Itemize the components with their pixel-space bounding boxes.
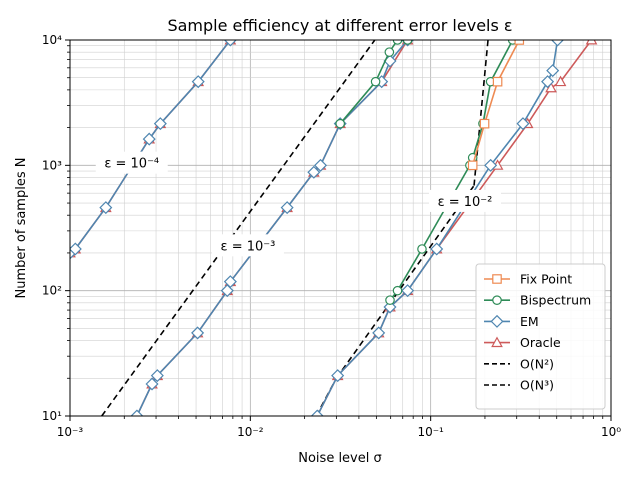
annotation-text: ε = 10⁻²: [438, 195, 493, 210]
data-point: [223, 275, 237, 289]
data-point: [331, 369, 345, 383]
data-point: [310, 409, 324, 416]
data-point: [514, 40, 525, 45]
y-tick-label: 10⁴: [42, 33, 62, 47]
y-axis-label: Number of samples N: [14, 158, 29, 299]
data-point: [550, 40, 565, 47]
legend-label: Bispectrum: [520, 293, 591, 308]
data-point: [223, 40, 237, 47]
y-tick-label: 10³: [42, 158, 62, 172]
series-line: [467, 40, 525, 171]
legend-entry: O(N³): [484, 378, 554, 393]
data-point: [585, 40, 598, 45]
annotation-text: ε = 10⁻⁴: [104, 157, 159, 172]
data-point: [541, 75, 555, 89]
data-point: [392, 40, 403, 45]
axes-frame: [69, 39, 612, 417]
data-point: [70, 242, 82, 256]
y-tick-label: 10²: [42, 284, 62, 298]
annotation-box: [211, 234, 284, 257]
data-point: [191, 75, 205, 89]
data-point: [402, 40, 413, 45]
data-point: [372, 326, 386, 340]
annotation: ε = 10⁻⁴: [95, 151, 168, 174]
data-point: [467, 160, 478, 171]
reference-line: [101, 40, 376, 416]
legend-marker: [492, 274, 502, 284]
legend-marker: [492, 295, 502, 305]
chart-title: Sample efficiency at different error lev…: [167, 16, 512, 35]
series-line: [335, 40, 413, 129]
data-point: [484, 158, 498, 172]
data-point: [430, 242, 444, 256]
annotation-box: [95, 151, 168, 174]
annotation: ε = 10⁻²: [428, 189, 501, 212]
data-point: [516, 117, 530, 131]
data-point: [383, 300, 397, 314]
data-point: [280, 201, 294, 215]
legend-label: O(N²): [520, 356, 554, 371]
data-point: [313, 158, 328, 172]
data-point: [554, 75, 567, 87]
legend-marker: [490, 314, 504, 328]
reference-line: [335, 185, 475, 379]
legend-entry: Fix Point: [484, 272, 572, 287]
legend-marker: [491, 336, 503, 348]
data-point: [370, 76, 381, 87]
legend-entry: EM: [484, 314, 539, 329]
data-point: [384, 47, 395, 57]
series-line: [70, 40, 237, 258]
data-point: [153, 117, 167, 131]
data-point: [99, 201, 113, 215]
annotation: ε = 10⁻³: [211, 234, 284, 257]
data-point: [546, 64, 560, 78]
data-point: [385, 295, 395, 305]
x-tick-label: 10⁰: [601, 425, 621, 439]
data-point: [130, 409, 144, 416]
legend-label: Fix Point: [520, 272, 572, 287]
legend-entry: Oracle: [484, 335, 561, 350]
data-point: [307, 165, 321, 179]
series-line: [130, 40, 415, 416]
data-point: [401, 284, 415, 298]
data-point: [150, 369, 164, 383]
data-point: [145, 377, 159, 391]
data-point: [545, 81, 557, 93]
x-tick-label: 10⁻³: [57, 425, 84, 439]
series-path: [471, 40, 521, 166]
x-tick-label: 10⁻¹: [417, 425, 444, 439]
legend-entry: Bispectrum: [484, 293, 591, 308]
data-point: [335, 118, 345, 129]
series-line: [70, 40, 237, 260]
data-point: [392, 285, 403, 296]
legend: Fix Point Bispectrum EM Oracle O(N²) O(N³): [475, 263, 606, 410]
series-path: [136, 40, 409, 416]
data-point: [191, 326, 205, 340]
series-line: [310, 40, 565, 416]
data-point: [417, 244, 427, 254]
legend-label: Oracle: [520, 335, 561, 350]
data-point: [479, 118, 490, 129]
data-point: [142, 132, 156, 146]
annotation-text: ε = 10⁻³: [221, 239, 276, 254]
legend-label: O(N³): [520, 378, 554, 393]
legend-label: EM: [520, 314, 539, 329]
x-tick-label: 10⁻²: [237, 425, 264, 439]
plot-area: 10⁻³ 10⁻² 10⁻¹ 10⁰ 10¹ 10² 10³ 10⁴ ε = 10⁻⁴ ε = 1…: [42, 33, 621, 439]
x-axis-label: Noise level σ: [298, 451, 381, 466]
data-point: [492, 76, 503, 87]
series-path: [70, 40, 232, 254]
y-tick-label: 10¹: [42, 409, 62, 423]
data-layer: [70, 40, 598, 416]
annotation-box: [428, 189, 501, 212]
legend-entry: O(N²): [484, 356, 554, 371]
